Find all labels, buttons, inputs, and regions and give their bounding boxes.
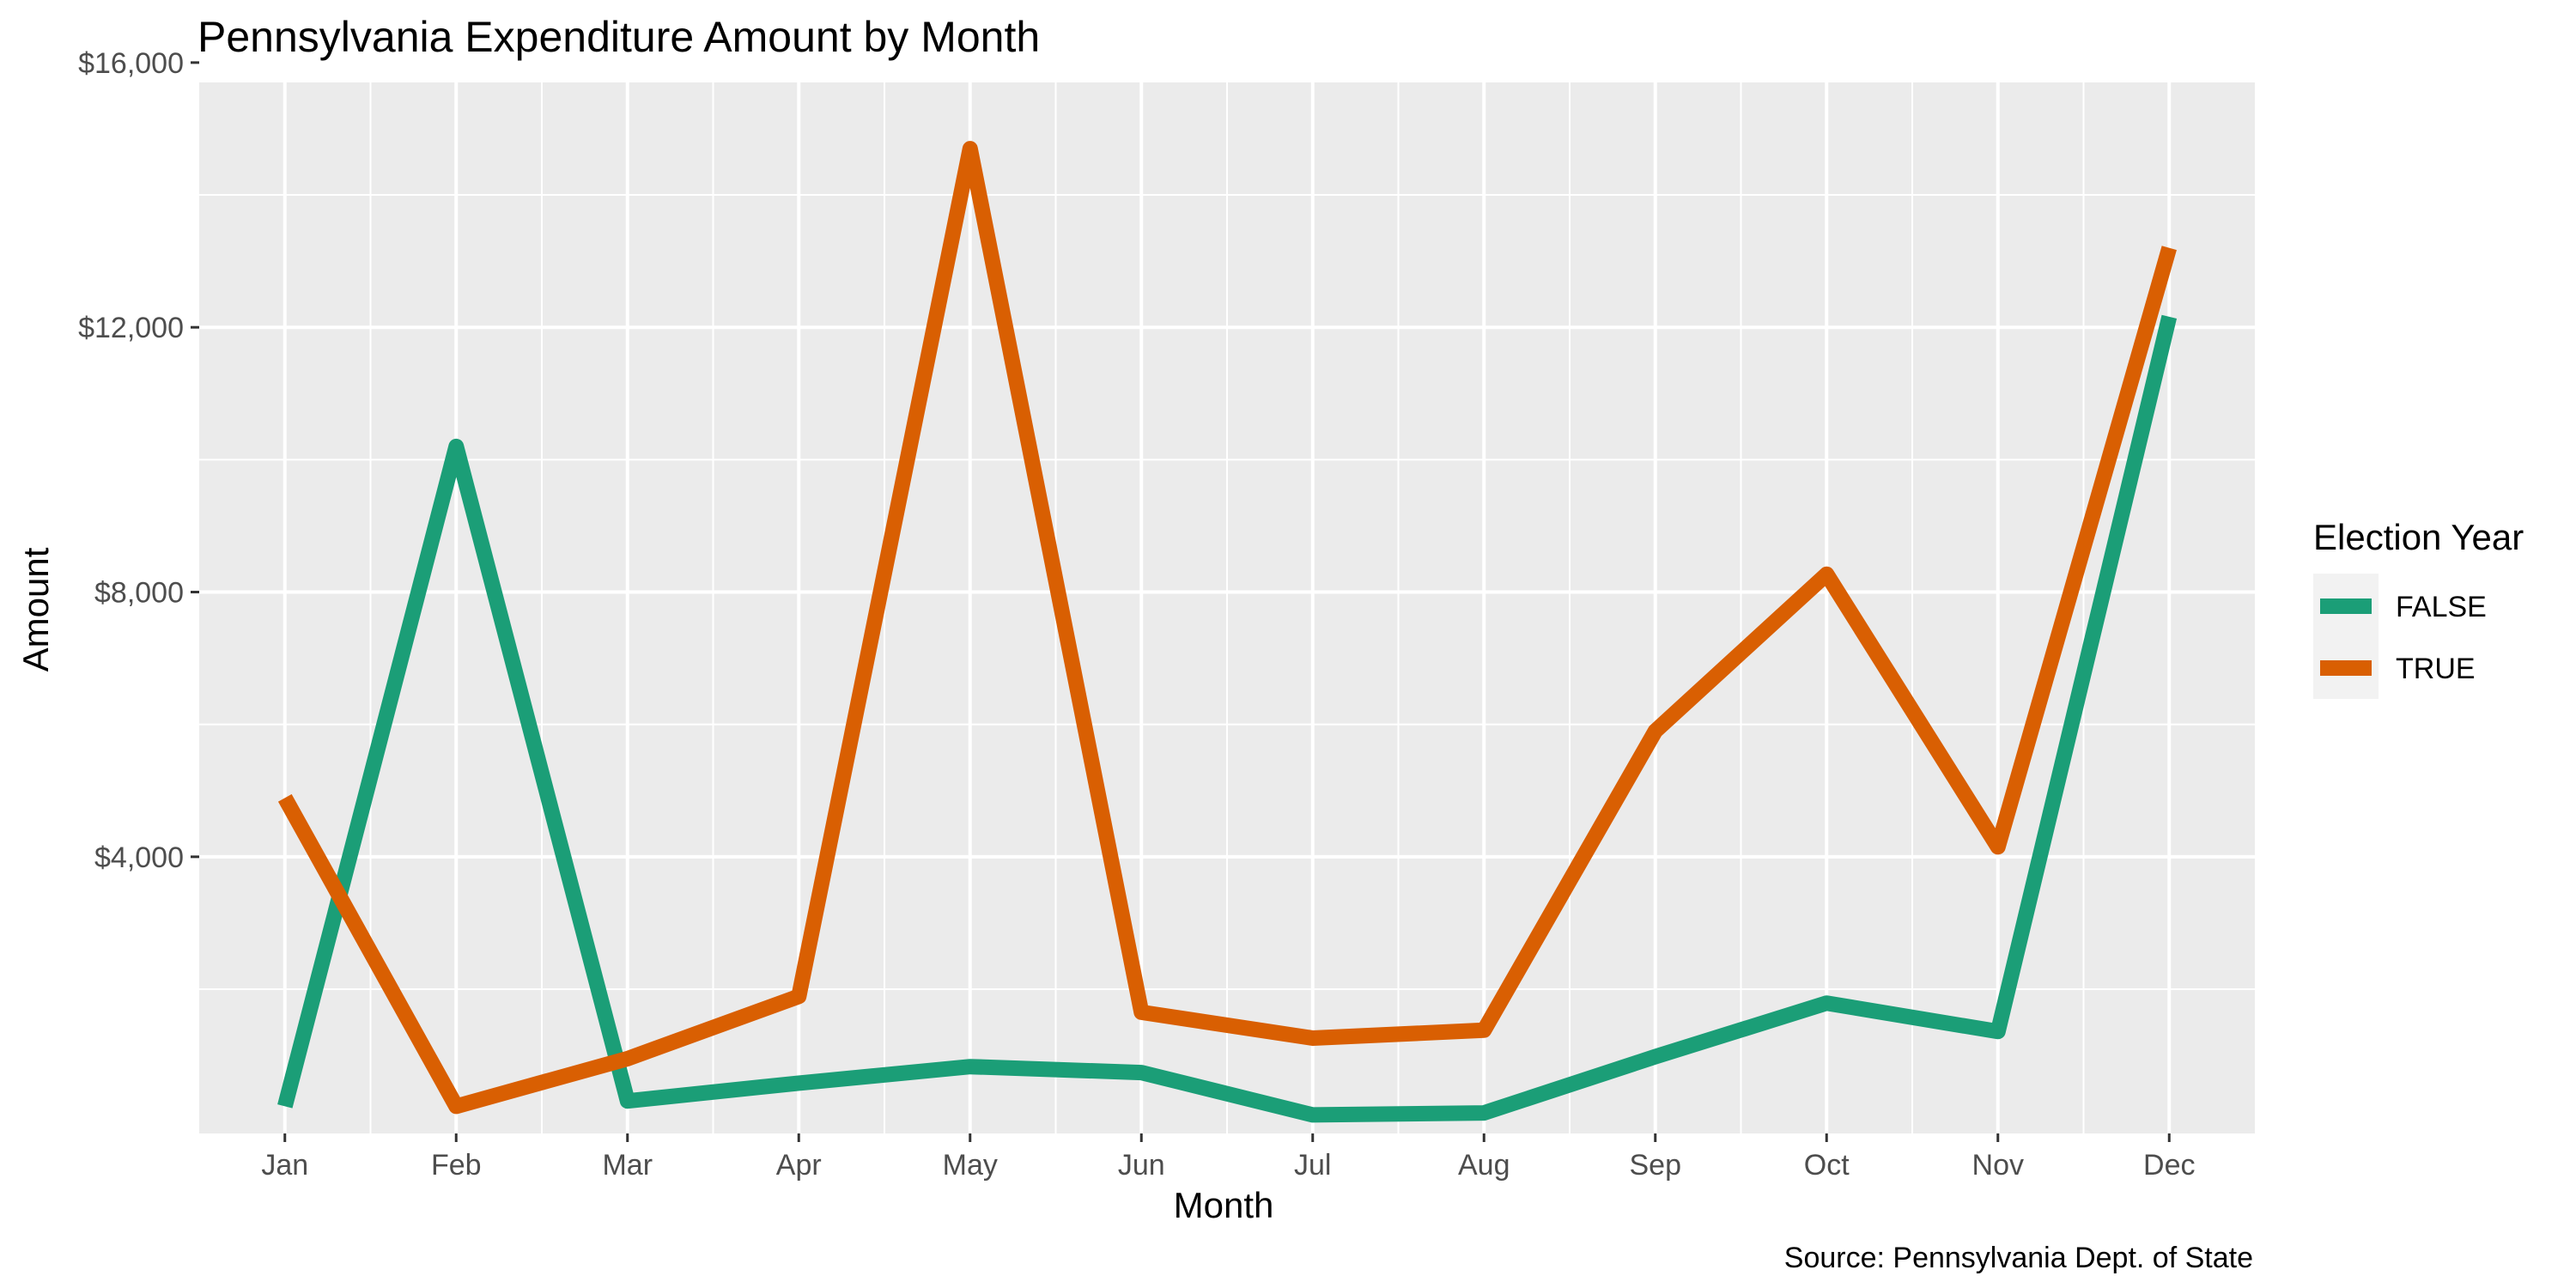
chart-title: Pennsylvania Expenditure Amount by Month (197, 13, 1040, 61)
x-tick-label: Jun (1118, 1149, 1165, 1182)
x-tick-label: Sep (1630, 1149, 1682, 1182)
y-tick-label: $8,000 (94, 577, 184, 610)
legend-label-true: TRUE (2396, 653, 2476, 685)
y-tick-label: $16,000 (78, 47, 184, 80)
x-tick-label: Apr (776, 1149, 822, 1182)
x-tick-label: Aug (1458, 1149, 1510, 1182)
x-tick-label: Feb (431, 1149, 482, 1182)
y-axis: $4,000 $8,000 $12,000 $16,000 (78, 47, 199, 874)
x-tick-label: Mar (602, 1149, 653, 1182)
x-tick-label: Dec (2143, 1149, 2195, 1182)
y-axis-title: Amount (15, 547, 56, 671)
x-axis: Jan Feb Mar Apr May Jun Jul Aug Sep Oct Nov Dec (261, 1133, 2195, 1182)
caption: Source: Pennsylvania Dept. of State (1784, 1242, 2253, 1274)
y-tick-label: $12,000 (78, 312, 184, 344)
y-tick-label: $4,000 (94, 841, 184, 874)
legend-title: Election Year (2313, 517, 2524, 557)
x-tick-label: Jul (1294, 1149, 1331, 1182)
series-layer (277, 141, 2178, 1123)
x-axis-title: Month (1174, 1185, 1274, 1225)
x-tick-label: Nov (1972, 1149, 2024, 1182)
x-tick-label: May (943, 1149, 998, 1182)
series-line-false (277, 314, 2178, 1123)
legend-key-background (2313, 574, 2379, 699)
x-tick-label: Oct (1804, 1149, 1850, 1182)
legend-label-false: FALSE (2396, 591, 2487, 623)
minor-gridlines (199, 82, 2255, 1133)
x-tick-label: Jan (261, 1149, 308, 1182)
series-line-true (277, 141, 2177, 1115)
legend: Election Year FALSE TRUE (2313, 517, 2524, 699)
